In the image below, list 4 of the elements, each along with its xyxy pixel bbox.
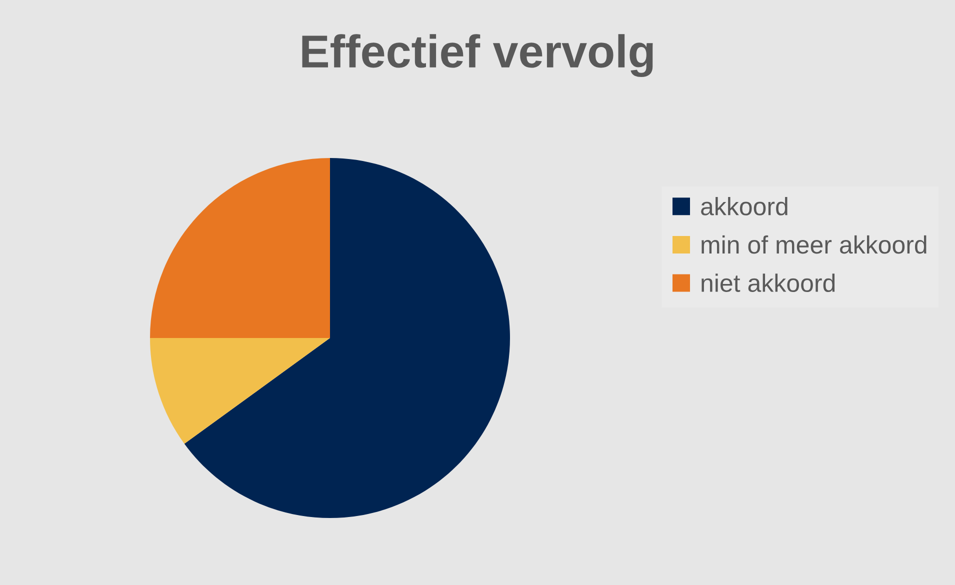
legend-label: niet akkoord	[702, 274, 835, 292]
chart-title: Effectief vervolg	[302, 34, 653, 78]
legend-label: akkoord	[701, 197, 788, 216]
legend-label: min of meer akkoord	[702, 235, 926, 254]
